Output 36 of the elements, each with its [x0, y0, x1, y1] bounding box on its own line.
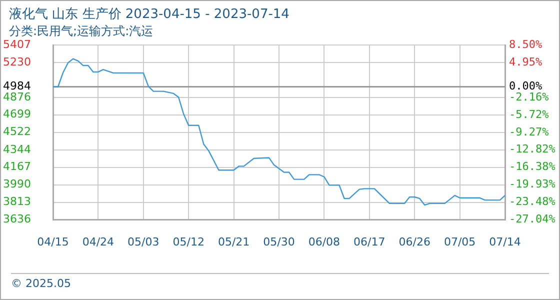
- y-tick-label: 5407: [3, 38, 31, 51]
- y2-tick-label: -23.48%: [509, 195, 556, 208]
- x-tick-label: 05/03: [128, 235, 160, 248]
- text: © 2025.05: [11, 277, 71, 290]
- x-tick-label: 07/05: [444, 235, 476, 248]
- y2-tick-label: -2.16%: [509, 90, 550, 104]
- chart-subtitle: 分类:民用气;运输方式:汽运: [9, 23, 154, 40]
- y2-tick-label: -9.27%: [509, 125, 550, 138]
- y2-tick-label: -27.04%: [509, 212, 556, 226]
- y-tick-label: 4167: [3, 160, 31, 174]
- y2-tick-label: 0.00%: [509, 80, 542, 93]
- x-tick-label: 06/08: [308, 235, 340, 248]
- x-tick-label: 05/12: [172, 235, 204, 248]
- x-tick-label: 04/24: [82, 235, 114, 248]
- y-tick-label: 4344: [3, 142, 31, 156]
- y2-tick-label: -12.82%: [509, 142, 556, 156]
- x-tick-label: 06/17: [354, 235, 386, 248]
- x-tick-label: 05/30: [263, 235, 295, 248]
- x-tick-label: 07/14: [489, 235, 521, 248]
- y-tick-label: 3636: [3, 212, 31, 226]
- x-tick-label: 06/26: [398, 235, 430, 248]
- y2-tick-label: -16.38%: [509, 160, 556, 174]
- x-tick-label: 04/15: [37, 235, 69, 248]
- y2-tick-label: -5.72%: [509, 108, 550, 121]
- y-tick-label: 4984: [3, 80, 31, 93]
- x-tick-label: 05/21: [218, 235, 250, 248]
- y2-tick-label: 8.50%: [509, 38, 542, 51]
- y-tick-label: 4876: [3, 90, 31, 104]
- chart-title: 液化气 山东 生产价 2023-04-15 - 2023-07-14: [9, 6, 290, 23]
- y-tick-label: 4699: [3, 108, 31, 121]
- y-tick-label: 4522: [3, 125, 31, 138]
- y-tick-label: 3813: [3, 195, 31, 208]
- y2-tick-label: -19.93%: [509, 178, 556, 191]
- y-tick-label: 3990: [3, 178, 31, 191]
- y2-tick-label: 4.95%: [509, 55, 542, 68]
- y-tick-label: 5230: [3, 55, 31, 68]
